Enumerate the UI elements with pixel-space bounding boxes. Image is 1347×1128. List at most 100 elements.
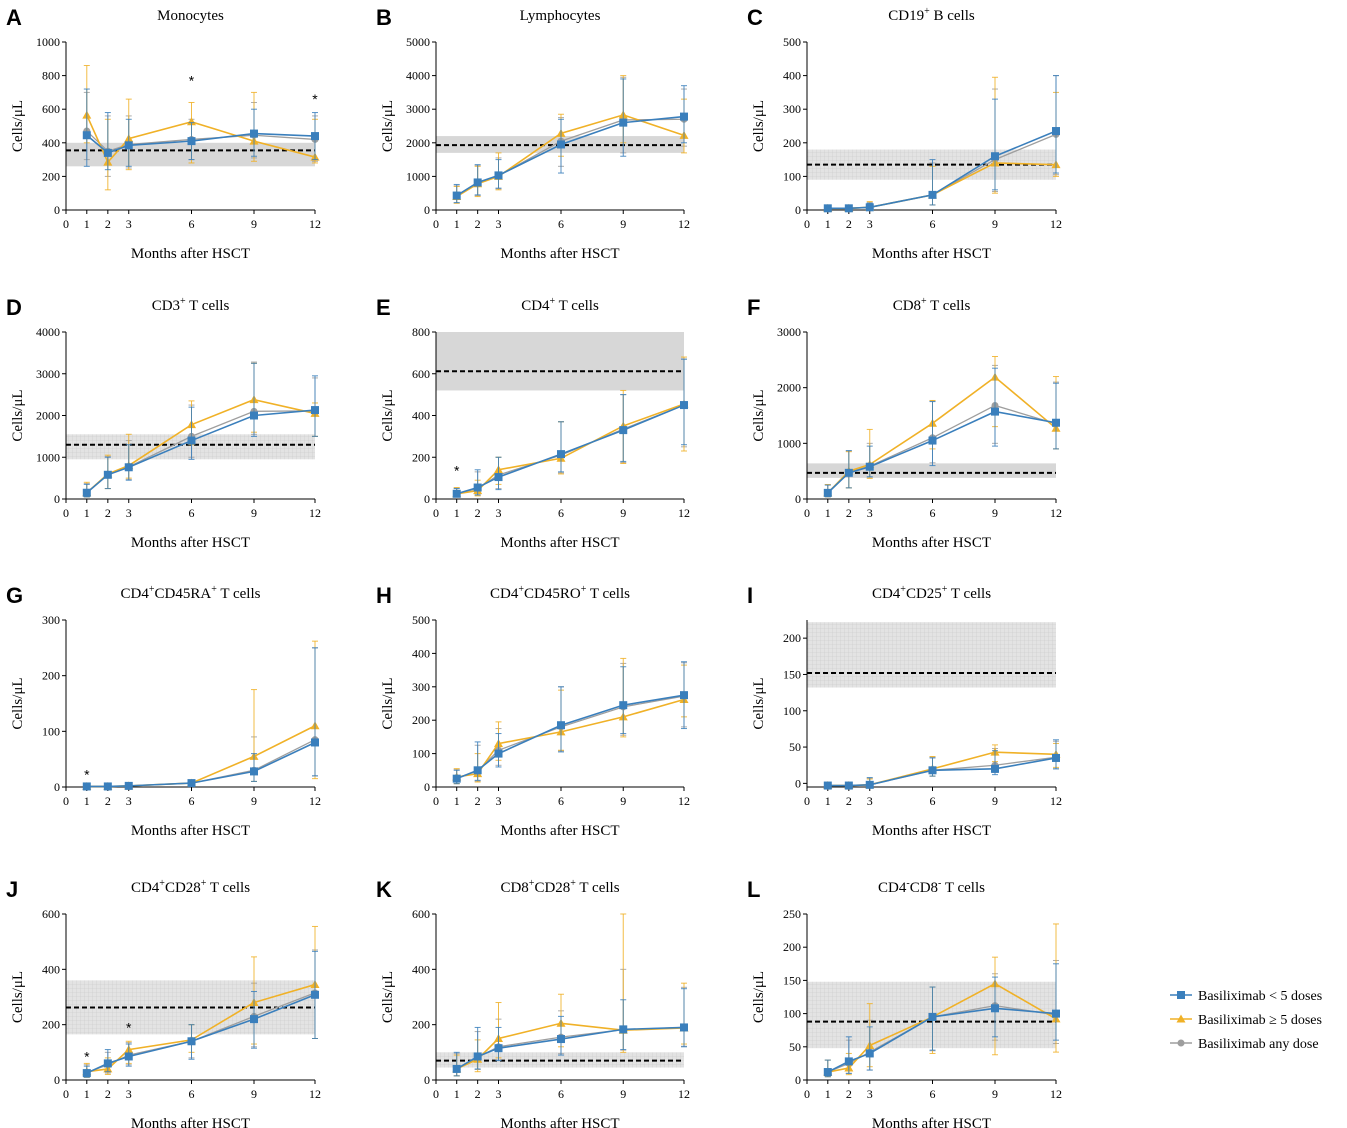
series-any [83, 647, 319, 790]
title-text: CD45RO [524, 586, 581, 602]
title-sup: + [180, 296, 186, 307]
data-point [556, 1035, 565, 1044]
title-sup: + [924, 6, 930, 17]
data-point [82, 131, 91, 140]
y-axis-label: Cells/μL [380, 677, 396, 729]
series-line [86, 983, 316, 1073]
reference-band [807, 622, 1056, 688]
panel-letter: A [6, 5, 22, 30]
x-tick-label: 3 [495, 794, 501, 808]
series-line [456, 404, 685, 495]
y-tick-label: 600 [412, 367, 430, 381]
x-tick-label: 9 [620, 506, 626, 520]
x-axis-label: Months after HSCT [131, 1116, 250, 1128]
legend-item-lt5: Basiliximab < 5 doses [1170, 989, 1322, 1004]
panel-title: CD8+ T cells [893, 296, 971, 314]
series-lt5 [823, 963, 1060, 1078]
data-point [311, 738, 319, 747]
x-tick-label: 12 [1050, 1087, 1062, 1101]
x-tick-label: 3 [867, 1087, 873, 1101]
title-sup: + [570, 878, 576, 889]
x-tick-label: 12 [1050, 217, 1062, 231]
title-text: CD4 [121, 586, 150, 602]
x-tick-label: 9 [251, 794, 257, 808]
y-axis-label: Cells/μL [10, 389, 26, 441]
title-sup: + [581, 584, 587, 595]
x-tick-label: 1 [454, 217, 460, 231]
panel-letter: H [376, 583, 392, 608]
y-tick-label: 1000 [777, 436, 801, 450]
panel-title: CD4+CD28+ T cells [131, 878, 250, 896]
x-tick-label: 1 [84, 506, 90, 520]
x-tick-label: 2 [846, 1087, 852, 1101]
x-tick-label: 1 [454, 1087, 460, 1101]
series-line [456, 694, 685, 780]
x-tick-label: 6 [558, 506, 564, 520]
x-tick-label: 9 [251, 1087, 257, 1101]
data-point [187, 137, 196, 146]
y-tick-label: 0 [424, 1073, 430, 1087]
data-point [990, 1004, 999, 1013]
title-text: T cells [586, 586, 630, 602]
x-tick-label: 0 [433, 506, 439, 520]
data-point [680, 691, 688, 700]
y-tick-label: 600 [42, 102, 60, 116]
y-axis-label: Cells/μL [751, 389, 767, 441]
panel-title: CD4+CD45RA+ T cells [121, 584, 261, 602]
x-tick-label: 6 [558, 1087, 564, 1101]
x-tick-label: 1 [84, 1087, 90, 1101]
data-point [990, 407, 999, 416]
panel-title: Lymphocytes [520, 8, 601, 24]
x-tick-label: 2 [475, 794, 481, 808]
data-point [103, 1059, 112, 1068]
series-lt5 [823, 75, 1060, 213]
data-point [844, 1057, 853, 1066]
data-point [928, 1012, 937, 1021]
legend-item-any: Basiliximab any dose [1170, 1037, 1319, 1052]
y-tick-label: 200 [412, 450, 430, 464]
y-tick-label: 200 [42, 1018, 60, 1032]
series-any [453, 662, 688, 785]
y-tick-label: 400 [42, 962, 60, 976]
y-tick-label: 0 [424, 203, 430, 217]
x-tick-label: 12 [309, 1087, 321, 1101]
series-line [86, 725, 316, 788]
title-sup: + [900, 584, 906, 595]
y-tick-label: 300 [412, 680, 430, 694]
data-point [187, 779, 196, 788]
y-tick-label: 3000 [406, 102, 430, 116]
series-ge5 [823, 742, 1061, 790]
data-point [1052, 418, 1060, 427]
y-tick-label: 50 [789, 740, 801, 754]
data-point [187, 436, 196, 445]
x-tick-label: 1 [825, 217, 831, 231]
x-tick-label: 1 [825, 794, 831, 808]
data-point [928, 766, 937, 775]
x-tick-label: 6 [929, 217, 935, 231]
legend-marker [1176, 1014, 1186, 1023]
y-tick-label: 0 [54, 780, 60, 794]
title-text: CD8 [893, 298, 921, 314]
data-point [680, 1023, 688, 1032]
series-ge5 [82, 65, 320, 191]
y-tick-label: 300 [783, 102, 801, 116]
x-tick-label: 3 [867, 506, 873, 520]
y-tick-label: 100 [42, 724, 60, 738]
series-ge5 [82, 640, 320, 790]
title-text: CD8 [910, 880, 938, 896]
title-sup: + [921, 296, 927, 307]
y-tick-label: 5000 [406, 35, 430, 49]
x-tick-label: 0 [63, 506, 69, 520]
y-tick-label: 2000 [777, 381, 801, 395]
title-text: T cells [947, 586, 991, 602]
y-tick-label: 600 [42, 907, 60, 921]
data-point [823, 204, 832, 213]
x-axis-label: Months after HSCT [872, 823, 991, 839]
x-tick-label: 1 [84, 217, 90, 231]
title-text: CD4 [521, 298, 550, 314]
data-point [823, 1068, 832, 1077]
